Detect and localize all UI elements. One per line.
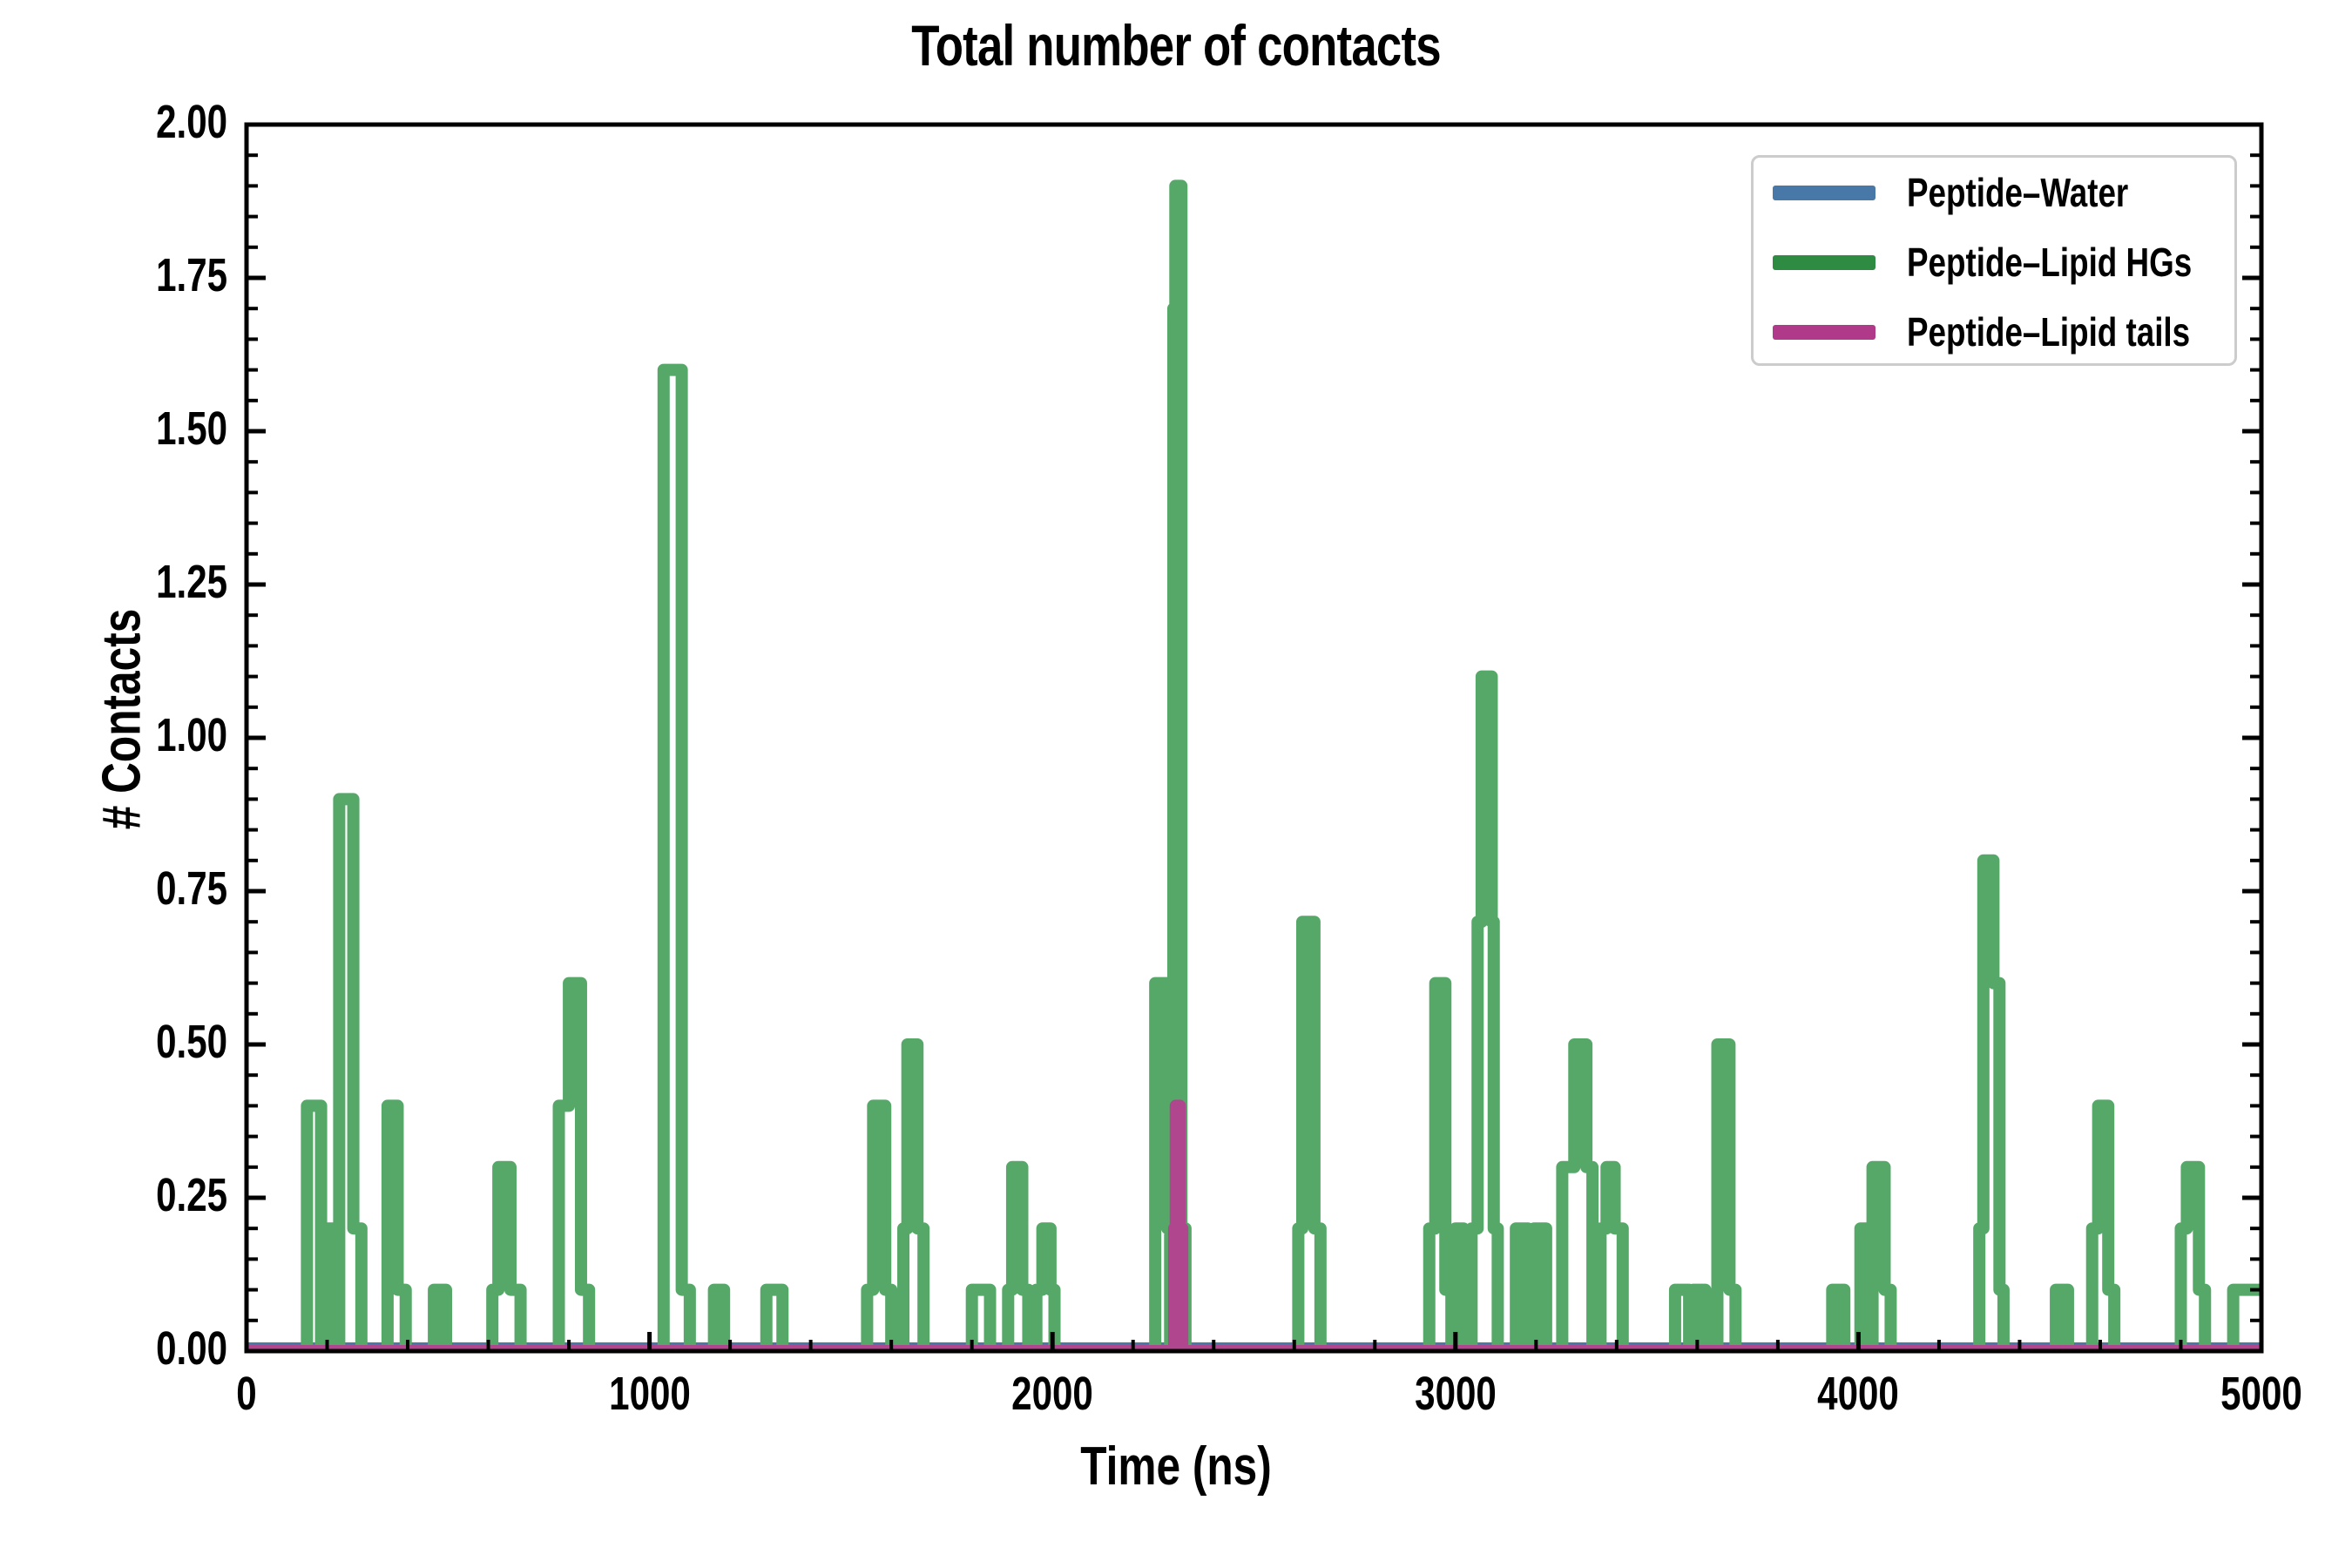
y-tick-label: 1.25 <box>156 556 227 608</box>
y-tick-label: 0.25 <box>156 1169 227 1221</box>
legend-label-peptide-lipid-hgs: Peptide–Lipid HGs <box>1907 240 2193 285</box>
y-tick-label: 2.00 <box>156 96 227 148</box>
y-tick-label: 0.00 <box>156 1322 227 1375</box>
y-tick-label: 0.75 <box>156 862 227 915</box>
series-line-peptide-lipid-hgs <box>247 179 2261 1351</box>
x-tick-label: 4000 <box>1817 1368 1900 1420</box>
legend-item-peptide-water: Peptide–Water <box>1754 158 2234 227</box>
legend-label-peptide-water: Peptide–Water <box>1907 170 2129 215</box>
legend-swatch-peptide-lipid-tails <box>1773 324 1876 340</box>
chart-legend: Peptide–Water Peptide–Lipid HGs Peptide–… <box>1751 155 2237 366</box>
legend-swatch-peptide-water <box>1773 185 1876 200</box>
series-line-peptide-lipid-tails <box>247 1099 2261 1351</box>
x-tick-label: 0 <box>236 1368 257 1420</box>
x-tick-label: 2000 <box>1011 1368 1094 1420</box>
legend-swatch-peptide-lipid-hgs <box>1773 254 1876 270</box>
series-layer <box>247 179 2261 1351</box>
legend-label-peptide-lipid-tails: Peptide–Lipid tails <box>1907 309 2191 355</box>
x-axis-label: Time (ns) <box>1080 1436 1272 1497</box>
legend-item-peptide-lipid-tails: Peptide–Lipid tails <box>1754 297 2234 367</box>
chart-title: Total number of contacts <box>911 13 1441 78</box>
x-tick-label: 1000 <box>608 1368 691 1420</box>
y-tick-label: 1.50 <box>156 402 227 455</box>
x-tick-label: 5000 <box>2220 1368 2302 1420</box>
y-tick-label: 1.00 <box>156 709 227 761</box>
y-axis-label: # Contacts <box>91 608 152 830</box>
y-tick-label: 0.50 <box>156 1016 227 1068</box>
legend-item-peptide-lipid-hgs: Peptide–Lipid HGs <box>1754 227 2234 297</box>
y-tick-label: 1.75 <box>156 249 227 301</box>
axis-ticks <box>244 122 2264 1354</box>
x-tick-label: 3000 <box>1414 1368 1497 1420</box>
